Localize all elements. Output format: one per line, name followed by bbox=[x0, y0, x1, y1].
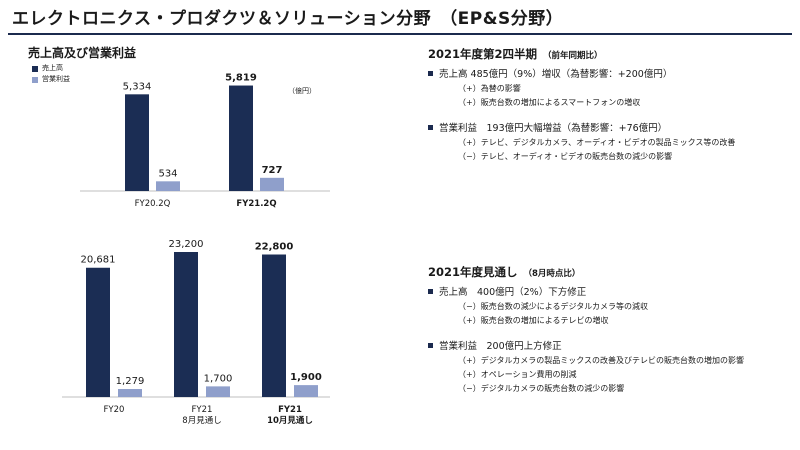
bullet-square-icon bbox=[428, 70, 433, 76]
fy-op-item: （+）オペレーション費用の削減 bbox=[458, 370, 577, 379]
chart-legend: 売上高 営業利益 bbox=[32, 63, 70, 85]
data-label-sales: 23,200 bbox=[169, 239, 204, 250]
category-label: 10月見通し bbox=[267, 415, 313, 426]
fy-op-bullet: 営業利益 200億円上方修正 bbox=[428, 338, 744, 352]
fy-sales-item: （−）販売台数の減少によるデジタルカメラ等の減収 bbox=[458, 302, 649, 311]
q2-op-item: （−）テレビ、オーディオ・ビデオの販売台数の減少の影響 bbox=[458, 152, 673, 161]
fy-heading: 2021年度見通し （8月時点比） bbox=[428, 264, 744, 280]
category-label: FY21 bbox=[192, 405, 213, 415]
fy-sales-text: 売上高 400億円（2%）下方修正 bbox=[439, 287, 587, 298]
bar-sales bbox=[86, 267, 110, 397]
fy-section: 2021年度見通し （8月時点比） 売上高 400億円（2%）下方修正 （−）販売… bbox=[428, 264, 744, 394]
q2-sales-item: （+）為替の影響 bbox=[458, 84, 521, 93]
legend-label-sales: 売上高 bbox=[42, 64, 63, 72]
bar-operating-profit bbox=[294, 385, 318, 397]
bar-operating-profit bbox=[206, 386, 230, 397]
data-label-operating-profit: 534 bbox=[158, 168, 177, 179]
chart-annual: 20,6811,279FY2023,2001,700FY218月見通し22,80… bbox=[62, 239, 330, 426]
q2-op-bullet: 営業利益 193億円大幅増益（為替影響：+76億円） bbox=[428, 120, 735, 134]
category-label: FY20 bbox=[104, 405, 125, 415]
legend-item-op: 営業利益 bbox=[32, 74, 70, 85]
fy-op-item: （+）デジタルカメラの製品ミックスの改善及びテレビの販売台数の増加の影響 bbox=[458, 356, 745, 365]
bar-operating-profit bbox=[118, 389, 142, 397]
data-label-sales: 20,681 bbox=[81, 255, 116, 266]
chart-quarterly: 5,334 534 FY20.2Q 5,819 727 FY21.2Q bbox=[80, 73, 330, 209]
category-label: 8月見通し bbox=[182, 415, 221, 426]
q2-sales-bullet: 売上高 485億円（9%）増収（為替影響：+200億円） bbox=[428, 66, 735, 80]
q2-heading: 2021年度第2四半期 （前年同期比） bbox=[428, 46, 735, 62]
fy-sales-item: （+）販売台数の増加によるテレビの増収 bbox=[458, 316, 609, 325]
legend-item-sales: 売上高 bbox=[32, 63, 70, 74]
legend-swatch-sales bbox=[32, 65, 38, 72]
q2-op-item: （+）テレビ、デジタルカメラ、オーディオ・ビデオの製品ミックス等の改善 bbox=[458, 138, 736, 147]
page-title: エレクトロニクス・プロダクツ＆ソリューション分野 （EP&S分野） bbox=[12, 9, 564, 29]
bar-sales bbox=[229, 85, 253, 191]
unit-label: （億円） bbox=[288, 87, 316, 95]
q2-op-text: 営業利益 193億円大幅増益（為替影響：+76億円） bbox=[439, 123, 668, 134]
data-label-operating-profit: 1,700 bbox=[204, 373, 233, 384]
data-label-operating-profit: 727 bbox=[262, 165, 283, 176]
fy-heading-note: （8月時点比） bbox=[523, 269, 581, 279]
data-label-operating-profit: 1,279 bbox=[116, 376, 145, 387]
data-label-sales: 5,819 bbox=[225, 73, 257, 84]
q2-sales-text: 売上高 485億円（9%）増収（為替影響：+200億円） bbox=[439, 69, 673, 80]
chart-title: 売上高及び営業利益 bbox=[28, 46, 137, 60]
q2-heading-text: 2021年度第2四半期 bbox=[428, 47, 538, 61]
data-label-sales: 5,334 bbox=[123, 81, 152, 92]
q2-section: 2021年度第2四半期 （前年同期比） 売上高 485億円（9%）増収（為替影響：… bbox=[428, 46, 735, 162]
fy-heading-text: 2021年度見通し bbox=[428, 265, 518, 279]
bar-sales bbox=[262, 254, 286, 397]
bar-sales bbox=[125, 94, 149, 191]
fy-op-text: 営業利益 200億円上方修正 bbox=[439, 341, 562, 352]
category-label: FY21.2Q bbox=[236, 199, 276, 209]
data-label-sales: 22,800 bbox=[255, 242, 294, 253]
bullet-square-icon bbox=[428, 124, 433, 130]
bullet-square-icon bbox=[428, 288, 433, 294]
title-rule bbox=[8, 33, 792, 35]
q2-heading-note: （前年同期比） bbox=[543, 51, 603, 61]
fy-op-item: （−）デジタルカメラの販売台数の減少の影響 bbox=[458, 384, 625, 393]
bar-operating-profit bbox=[260, 177, 284, 191]
legend-swatch-op bbox=[32, 76, 38, 83]
category-label: FY21 bbox=[278, 405, 302, 415]
category-label: FY20.2Q bbox=[135, 199, 171, 209]
legend-label-op: 営業利益 bbox=[42, 75, 70, 83]
bar-sales bbox=[174, 252, 198, 397]
bullet-square-icon bbox=[428, 342, 433, 348]
q2-sales-item: （+）販売台数の増加によるスマートフォンの増収 bbox=[458, 98, 641, 107]
bar-operating-profit bbox=[156, 181, 180, 191]
fy-sales-bullet: 売上高 400億円（2%）下方修正 bbox=[428, 284, 744, 298]
data-label-operating-profit: 1,900 bbox=[290, 372, 322, 383]
